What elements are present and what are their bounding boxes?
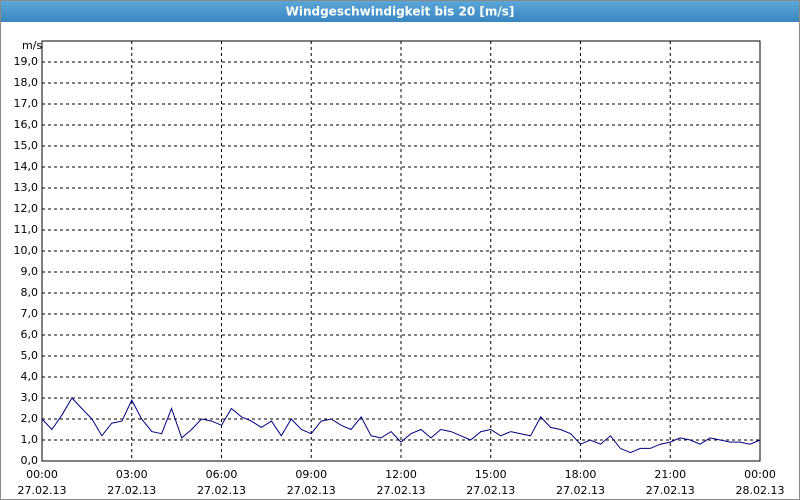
- y-tick-label: 3,0: [21, 391, 39, 404]
- y-tick-label: 16,0: [14, 118, 39, 131]
- x-tick-label: 06:00: [206, 468, 238, 481]
- x-tick-date: 27.02.13: [377, 484, 426, 497]
- x-tick-date: 28.02.13: [736, 484, 785, 497]
- chart-title: Windgeschwindigkeit bis 20 [m/s]: [286, 5, 515, 19]
- x-tick-label: 03:00: [116, 468, 148, 481]
- x-tick-date: 27.02.13: [18, 484, 67, 497]
- y-tick-label: 12,0: [14, 202, 39, 215]
- x-tick-label: 00:00: [744, 468, 776, 481]
- x-tick-label: 15:00: [475, 468, 507, 481]
- y-tick-label: 8,0: [21, 286, 39, 299]
- x-tick-date: 27.02.13: [197, 484, 246, 497]
- x-tick-date: 27.02.13: [556, 484, 605, 497]
- x-tick-date: 27.02.13: [466, 484, 515, 497]
- y-tick-label: 7,0: [21, 307, 39, 320]
- title-bar: [1, 1, 799, 22]
- y-tick-label: 19,0: [14, 55, 39, 68]
- x-tick-label: 09:00: [295, 468, 327, 481]
- y-axis-label: m/s: [22, 39, 42, 52]
- y-tick-label: 1,0: [21, 433, 39, 446]
- y-tick-label: 15,0: [14, 139, 39, 152]
- y-tick-label: 0,0: [21, 454, 39, 467]
- x-tick-label: 12:00: [385, 468, 417, 481]
- x-tick-label: 00:00: [26, 468, 58, 481]
- x-tick-date: 27.02.13: [287, 484, 336, 497]
- y-tick-label: 13,0: [14, 181, 39, 194]
- y-tick-label: 6,0: [21, 328, 39, 341]
- y-tick-label: 2,0: [21, 412, 39, 425]
- y-tick-label: 10,0: [14, 244, 39, 257]
- data-line: [41, 397, 761, 454]
- y-tick-label: 4,0: [21, 370, 39, 383]
- y-tick-label: 17,0: [14, 97, 39, 110]
- y-tick-label: 14,0: [14, 160, 39, 173]
- x-tick-label: 21:00: [654, 468, 686, 481]
- y-tick-label: 18,0: [14, 76, 39, 89]
- y-tick-label: 11,0: [14, 223, 39, 236]
- x-tick-date: 27.02.13: [646, 484, 695, 497]
- y-tick-label: 9,0: [21, 265, 39, 278]
- x-tick-date: 27.02.13: [107, 484, 156, 497]
- x-tick-label: 18:00: [565, 468, 597, 481]
- y-tick-label: 5,0: [21, 349, 39, 362]
